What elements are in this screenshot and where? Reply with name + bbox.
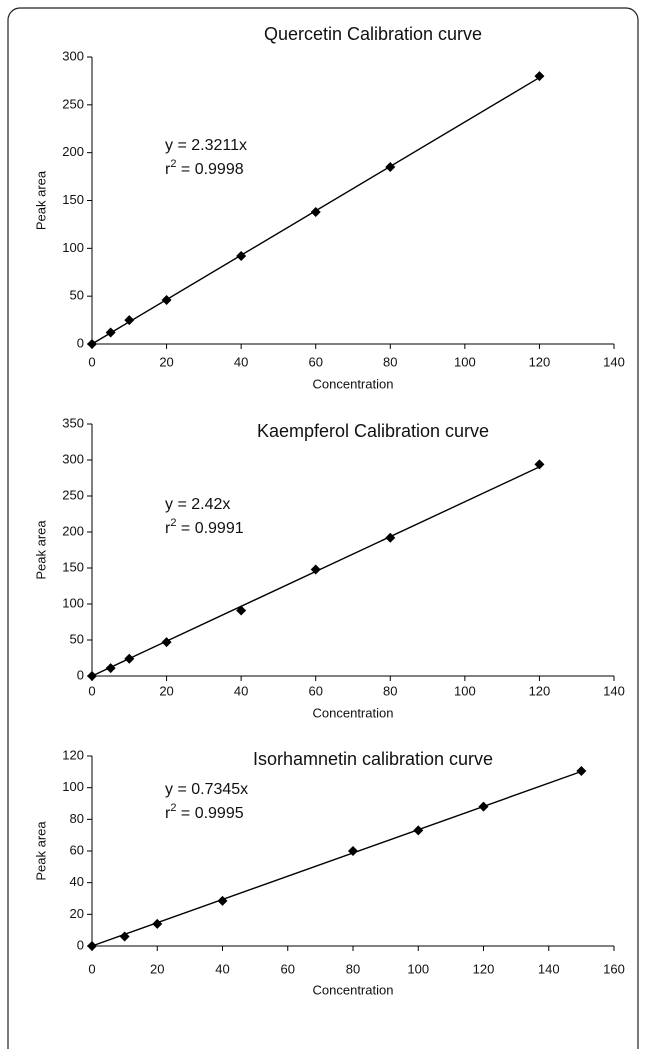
x-tick-label: 80 <box>383 354 397 369</box>
y-tick-label: 200 <box>62 144 84 159</box>
y-tick-label: 150 <box>62 192 84 207</box>
x-tick-label: 100 <box>454 683 476 698</box>
x-tick-label: 20 <box>159 354 173 369</box>
y-tick-label: 100 <box>62 595 84 610</box>
marker <box>236 250 247 261</box>
marker <box>413 825 424 836</box>
marker <box>348 846 358 856</box>
y-axis-label: Peak area <box>33 821 48 881</box>
r-symbol: r <box>165 161 171 178</box>
marker <box>152 918 163 929</box>
marker <box>310 564 321 575</box>
x-tick-label: 20 <box>159 683 173 698</box>
y-tick-label: 40 <box>70 874 84 889</box>
marker <box>385 162 396 173</box>
marker <box>119 931 130 942</box>
marker <box>105 663 116 674</box>
equation: y = 2.3211x <box>165 137 247 154</box>
y-tick-label: 120 <box>62 747 84 762</box>
y-axis-label: Peak area <box>33 170 48 230</box>
r-squared: r2 = 0.9991 <box>165 517 244 537</box>
marker <box>124 315 135 326</box>
x-tick-label: 120 <box>529 354 551 369</box>
r-value: = 0.9991 <box>176 520 243 537</box>
y-tick-label: 300 <box>62 451 84 466</box>
y-tick-label: 80 <box>70 811 84 826</box>
r-squared: r2 = 0.9995 <box>165 802 244 822</box>
x-tick-label: 80 <box>346 961 360 976</box>
r-symbol: r <box>165 805 171 822</box>
marker <box>105 327 116 338</box>
chart-title: Kaempferol Calibration curve <box>257 421 489 441</box>
marker <box>87 339 97 349</box>
x-tick-label: 60 <box>308 354 322 369</box>
marker <box>161 294 172 305</box>
x-tick-label: 120 <box>529 683 551 698</box>
x-tick-label: 40 <box>215 961 229 976</box>
y-tick-label: 60 <box>70 842 84 857</box>
y-tick-label: 50 <box>70 288 84 303</box>
y-tick-label: 300 <box>62 48 84 63</box>
r-exponent: 2 <box>170 158 176 170</box>
y-tick-label: 0 <box>77 937 84 952</box>
marker <box>534 459 545 470</box>
marker <box>310 206 321 217</box>
y-axis-label: Peak area <box>33 520 48 580</box>
r-exponent: 2 <box>170 802 176 814</box>
x-axis-label: Concentration <box>313 982 394 997</box>
marker <box>478 801 489 812</box>
equation: y = 0.7345x <box>165 781 248 798</box>
x-tick-label: 0 <box>88 961 95 976</box>
marker <box>576 766 587 777</box>
x-tick-label: 140 <box>603 354 625 369</box>
y-tick-label: 150 <box>62 559 84 574</box>
y-tick-label: 0 <box>77 335 84 350</box>
y-tick-label: 0 <box>77 667 84 682</box>
y-tick-label: 20 <box>70 906 84 921</box>
marker <box>385 532 396 543</box>
marker <box>87 941 97 951</box>
trendline <box>91 770 582 947</box>
equation: y = 2.42x <box>165 496 230 513</box>
r-exponent: 2 <box>170 517 176 529</box>
y-tick-label: 250 <box>62 487 84 502</box>
y-tick-label: 350 <box>62 415 84 430</box>
marker <box>124 653 135 664</box>
x-tick-label: 40 <box>234 354 248 369</box>
x-tick-label: 120 <box>473 961 495 976</box>
x-tick-label: 20 <box>150 961 164 976</box>
marker <box>217 895 228 906</box>
x-tick-label: 100 <box>407 961 429 976</box>
x-axis-label: Concentration <box>313 376 394 391</box>
x-tick-label: 40 <box>234 683 248 698</box>
y-tick-label: 250 <box>62 96 84 111</box>
r-value: = 0.9998 <box>176 161 243 178</box>
y-tick-label: 200 <box>62 523 84 538</box>
x-tick-label: 0 <box>88 683 95 698</box>
y-tick-label: 50 <box>70 631 84 646</box>
x-tick-label: 60 <box>308 683 322 698</box>
chart-title: Isorhamnetin calibration curve <box>253 749 493 769</box>
x-tick-label: 140 <box>538 961 560 976</box>
y-tick-label: 100 <box>62 779 84 794</box>
r-value: = 0.9995 <box>176 805 243 822</box>
x-tick-label: 140 <box>603 683 625 698</box>
r-symbol: r <box>165 520 171 537</box>
chart-title: Quercetin Calibration curve <box>264 24 482 44</box>
x-axis-label: Concentration <box>313 705 394 720</box>
marker <box>87 671 97 681</box>
marker <box>161 637 172 648</box>
y-tick-label: 100 <box>62 240 84 255</box>
x-tick-label: 160 <box>603 961 625 976</box>
x-tick-label: 80 <box>383 683 397 698</box>
marker <box>534 71 545 82</box>
x-tick-label: 100 <box>454 354 476 369</box>
r-squared: r2 = 0.9998 <box>165 158 244 178</box>
frame <box>7 7 639 1049</box>
marker <box>236 605 247 616</box>
x-tick-label: 60 <box>281 961 295 976</box>
x-tick-label: 0 <box>88 354 95 369</box>
